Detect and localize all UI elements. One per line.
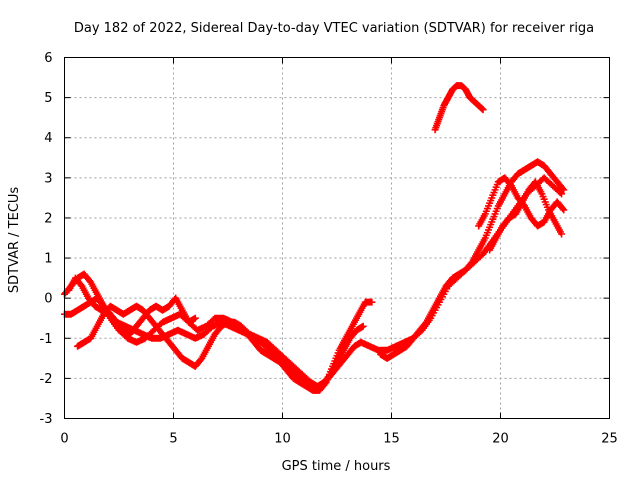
x-axis-label: GPS time / hours bbox=[282, 459, 391, 474]
series-track-g bbox=[486, 178, 566, 254]
plot-frame bbox=[64, 57, 610, 419]
y-tick-label: -3 bbox=[40, 412, 53, 427]
y-axis-label: SDTVAR / TECUs bbox=[7, 187, 22, 294]
point-markers bbox=[377, 158, 568, 362]
x-tick-label: 25 bbox=[601, 432, 618, 447]
chart-title: Day 182 of 2022, Sidereal Day-to-day VTE… bbox=[74, 21, 594, 36]
series-track-h bbox=[431, 82, 487, 134]
series-track-e bbox=[377, 158, 568, 362]
x-tick-labels: 0 5 10 15 20 25 bbox=[60, 432, 617, 447]
y-tick-label: 4 bbox=[44, 131, 52, 146]
y-tick-label: 5 bbox=[44, 91, 52, 106]
x-tick-label: 20 bbox=[492, 432, 509, 447]
point-markers bbox=[475, 174, 568, 230]
point-markers bbox=[61, 270, 367, 390]
x-tick-label: 15 bbox=[383, 432, 400, 447]
point-markers bbox=[431, 82, 487, 134]
point-markers bbox=[486, 178, 566, 254]
series-track-c bbox=[74, 298, 376, 394]
y-tick-labels: -3 -2 -1 0 1 2 3 4 5 6 bbox=[40, 51, 53, 427]
x-tick-label: 0 bbox=[60, 432, 68, 447]
y-tick-label: 2 bbox=[44, 211, 52, 226]
y-tick-label: 1 bbox=[44, 252, 52, 267]
y-tick-label: 6 bbox=[44, 51, 52, 66]
axis-ticks bbox=[64, 57, 610, 419]
data-points bbox=[61, 82, 568, 394]
y-tick-label: -1 bbox=[40, 332, 53, 347]
series-track-b bbox=[61, 270, 367, 390]
point-markers bbox=[74, 298, 376, 394]
y-tick-label: 3 bbox=[44, 171, 52, 186]
y-tick-label: 0 bbox=[44, 292, 52, 307]
y-tick-label: -2 bbox=[40, 372, 53, 387]
point-markers bbox=[65, 174, 566, 394]
series-track-f bbox=[475, 174, 568, 230]
x-tick-label: 5 bbox=[169, 432, 177, 447]
series-track-a bbox=[65, 174, 566, 394]
x-tick-label: 10 bbox=[274, 432, 291, 447]
